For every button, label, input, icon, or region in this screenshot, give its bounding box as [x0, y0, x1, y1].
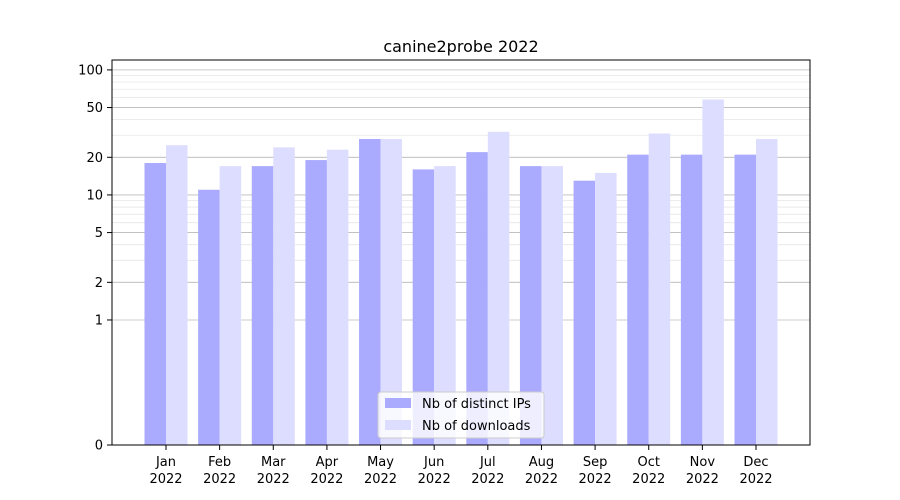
bar-distinct-ips — [734, 154, 756, 446]
x-tick-label-year: 2022 — [739, 472, 772, 487]
x-tick-label-month: Nov — [690, 455, 716, 470]
bar-distinct-ips — [412, 169, 435, 445]
bar-distinct-ips — [305, 160, 327, 445]
bar-downloads — [541, 166, 563, 445]
y-tick-label: 20 — [86, 151, 103, 166]
bar-downloads — [326, 149, 349, 446]
x-tick-label-month: Apr — [316, 455, 339, 470]
y-tick-label: 100 — [78, 63, 103, 78]
x-tick-label-month: Jan — [155, 455, 176, 470]
bar-downloads — [487, 131, 510, 445]
bar-downloads — [434, 166, 456, 445]
x-tick-label-month: Feb — [208, 455, 231, 470]
x-tick-label-month: Mar — [261, 455, 286, 470]
y-tick-label: 2 — [95, 276, 103, 291]
bar-distinct-ips — [144, 163, 166, 445]
bar-downloads — [219, 166, 242, 445]
bar-distinct-ips — [466, 152, 488, 445]
bar-distinct-ips — [573, 180, 596, 445]
bars — [144, 99, 778, 446]
y-tick-label: 5 — [95, 226, 103, 241]
x-tick-label-year: 2022 — [471, 472, 504, 487]
bar-distinct-ips — [198, 189, 220, 445]
bar-distinct-ips — [251, 166, 274, 445]
bar-downloads — [595, 172, 617, 445]
bar-distinct-ips — [627, 154, 649, 446]
bar-downloads — [756, 139, 778, 445]
bar-distinct-ips — [519, 166, 542, 445]
bar-downloads — [648, 133, 671, 445]
y-axis: 0 1 2 5 10 20 50 100 — [78, 63, 112, 454]
x-tick-label-year: 2022 — [686, 472, 719, 487]
x-tick-label-year: 2022 — [364, 472, 397, 487]
x-tick-label-year: 2022 — [579, 472, 612, 487]
x-tick-label-year: 2022 — [632, 472, 665, 487]
legend: Nb of distinct IPs Nb of downloads — [377, 391, 545, 439]
legend-swatch-downloads — [385, 420, 411, 430]
x-tick-label-month: Jul — [479, 455, 496, 470]
x-tick-label-year: 2022 — [310, 472, 343, 487]
x-tick-label-month: Oct — [637, 455, 659, 470]
bar-downloads — [702, 99, 724, 446]
y-tick-label: 50 — [86, 101, 103, 116]
legend-box — [377, 391, 545, 439]
x-tick-label-year: 2022 — [149, 472, 182, 487]
x-tick-label-month: Dec — [743, 455, 768, 470]
x-tick-label-month: May — [367, 455, 394, 470]
x-axis: Jan 2022 Feb 2022 Mar 2022 Apr 2022 May 2022 Jun 20… — [149, 445, 773, 487]
y-tick-label: 0 — [95, 439, 103, 454]
bar-distinct-ips — [680, 154, 703, 446]
legend-label-downloads: Nb of downloads — [422, 419, 531, 434]
x-tick-label-month: Aug — [529, 455, 554, 470]
legend-label-distinct-ips: Nb of distinct IPs — [422, 397, 531, 412]
x-tick-label-year: 2022 — [203, 472, 236, 487]
bar-downloads — [166, 145, 188, 445]
x-tick-label-year: 2022 — [418, 472, 451, 487]
legend-swatch-distinct-ips — [385, 398, 411, 408]
y-tick-label: 1 — [95, 313, 103, 328]
x-tick-label-year: 2022 — [257, 472, 290, 487]
x-tick-label-month: Jun — [423, 455, 444, 470]
y-tick-label: 10 — [86, 188, 103, 203]
x-tick-label-year: 2022 — [525, 472, 558, 487]
bar-downloads — [273, 147, 295, 446]
bar-distinct-ips — [359, 139, 381, 445]
bar-downloads — [380, 139, 403, 445]
plot-area-frame — [111, 59, 811, 446]
x-tick-label-month: Sep — [583, 455, 608, 470]
chart-title: canine2probe 2022 — [383, 37, 538, 56]
